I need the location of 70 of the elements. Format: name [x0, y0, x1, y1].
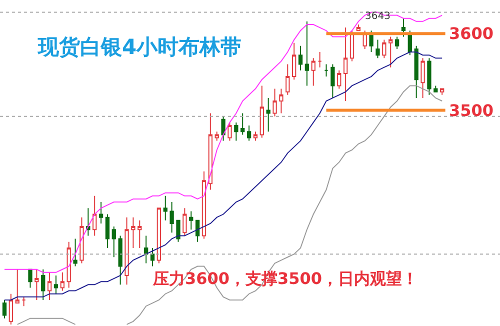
- candlestick: [208, 112, 212, 190]
- candlestick: [234, 122, 238, 142]
- candlestick: [195, 220, 200, 242]
- candlestick: [440, 88, 444, 96]
- candlestick: [66, 241, 71, 288]
- candlestick: [311, 58, 316, 86]
- candlestick: [138, 220, 142, 248]
- candlestick: [163, 195, 168, 221]
- candlestick: [124, 216, 129, 286]
- candlestick: [304, 20, 310, 86]
- candlestick: [170, 202, 174, 234]
- candlestick: [246, 125, 252, 142]
- candlestick: [189, 210, 194, 230]
- candlestick: [228, 122, 232, 142]
- candlestick: [150, 247, 155, 267]
- candlestick: [420, 58, 425, 98]
- candlestick: [41, 268, 46, 300]
- candlestick: [382, 39, 386, 59]
- candlestick: [272, 88, 277, 117]
- candlestick: [330, 64, 335, 98]
- candlestick: [343, 27, 348, 102]
- candlestick: [337, 70, 342, 90]
- candlestick: [202, 170, 206, 240]
- candlestick: [2, 299, 7, 319]
- candlestick: [253, 131, 258, 142]
- text: 现货白银4小时布林带: [37, 35, 242, 59]
- candlestick: [266, 97, 270, 132]
- candlestick: [221, 116, 226, 142]
- candlestick: [214, 131, 219, 142]
- candlestick: [131, 216, 136, 248]
- candlestick: [86, 208, 90, 236]
- candlestick: [279, 88, 284, 114]
- candlestick: [376, 39, 380, 59]
- candlestick: [401, 18, 406, 38]
- candlestick: [73, 238, 78, 267]
- candlestick: [105, 214, 110, 248]
- annotation: 3643: [365, 11, 390, 22]
- candlestick: [369, 30, 374, 53]
- text: 3600: [449, 24, 494, 43]
- candlestick: [240, 112, 245, 136]
- candlestick: [156, 208, 162, 264]
- candlestick: [427, 58, 432, 96]
- candlestick: [15, 268, 20, 304]
- text: 3500: [449, 101, 494, 120]
- candlestick: [414, 45, 418, 98]
- candlestick: [47, 272, 52, 300]
- candlestick: [260, 85, 264, 138]
- candlestick: [388, 36, 393, 68]
- candlestick: [34, 268, 39, 300]
- candlestick: [176, 220, 180, 242]
- annotation: 压力3600，支撑3500，日内观望！: [152, 269, 418, 288]
- candlestick: [28, 268, 32, 288]
- candlestick: [92, 195, 97, 236]
- candlestick: [80, 216, 84, 264]
- candlestick: [98, 202, 104, 224]
- candlestick: [22, 296, 26, 307]
- candlestick: [112, 226, 116, 258]
- candlestick: [394, 36, 400, 50]
- candlestick: [60, 272, 64, 292]
- candlestick: [292, 42, 296, 80]
- candlestick: [54, 274, 58, 294]
- candlestick: [286, 64, 290, 96]
- candlestick: [298, 45, 303, 71]
- candlestick: [118, 235, 122, 286]
- candlestick: [182, 208, 187, 236]
- candlestick: [356, 24, 361, 32]
- candlestick: [318, 52, 322, 68]
- candlestick: [434, 85, 438, 92]
- candlestick: [324, 64, 328, 78]
- candlestick: [144, 235, 148, 264]
